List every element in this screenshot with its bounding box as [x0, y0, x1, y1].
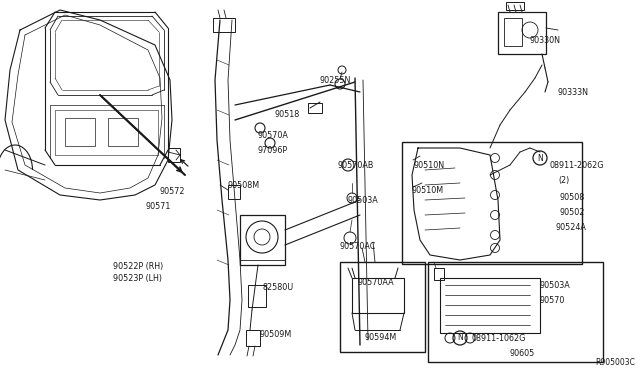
Text: 90523P (LH): 90523P (LH) [113, 274, 162, 283]
Bar [352, 278, 404, 313]
Bar [108, 118, 138, 146]
Bar [246, 330, 260, 346]
Bar [340, 262, 425, 352]
Text: 90570A: 90570A [258, 131, 289, 140]
Text: 97096P: 97096P [258, 146, 288, 155]
Bar [440, 278, 540, 333]
Bar [308, 103, 322, 113]
Text: (2): (2) [558, 176, 569, 185]
Text: 90503A: 90503A [348, 196, 379, 205]
Text: 90330N: 90330N [530, 36, 561, 45]
Text: 90524A: 90524A [556, 223, 587, 232]
Text: 90572: 90572 [160, 187, 186, 196]
Text: N: N [457, 334, 463, 343]
Text: 90518: 90518 [275, 110, 300, 119]
Text: 90510M: 90510M [412, 186, 444, 195]
Text: 82580U: 82580U [263, 283, 294, 292]
Text: N: N [537, 154, 543, 163]
Bar [504, 18, 522, 46]
Text: 90508M: 90508M [228, 181, 260, 190]
Bar [240, 215, 285, 265]
Text: 90333N: 90333N [558, 88, 589, 97]
Text: 90570AA: 90570AA [358, 278, 395, 287]
Text: 08911-2062G: 08911-2062G [550, 161, 605, 170]
Text: 90503A: 90503A [540, 281, 571, 290]
Text: 90509M: 90509M [260, 330, 292, 339]
Text: 90594M: 90594M [365, 333, 397, 342]
Bar [428, 262, 603, 362]
Text: 90605: 90605 [510, 349, 535, 358]
Text: 08911-1062G: 08911-1062G [472, 334, 526, 343]
Bar [248, 285, 266, 307]
Bar [402, 142, 582, 264]
Text: 90570: 90570 [540, 296, 565, 305]
Bar [228, 185, 240, 199]
Bar [498, 12, 546, 54]
Text: 90502: 90502 [560, 208, 586, 217]
Text: R905003C: R905003C [595, 358, 635, 367]
Text: 90510N: 90510N [414, 161, 445, 170]
Text: 90571: 90571 [145, 202, 170, 211]
Bar [65, 118, 95, 146]
Bar [506, 2, 524, 10]
Text: 90508: 90508 [560, 193, 585, 202]
Text: 90522P (RH): 90522P (RH) [113, 262, 163, 271]
Bar [434, 268, 444, 280]
Text: 90570AB: 90570AB [338, 161, 374, 170]
Text: 90570AC: 90570AC [340, 242, 376, 251]
Bar [213, 18, 235, 32]
Bar [168, 148, 180, 162]
Text: 90255N: 90255N [320, 76, 351, 85]
